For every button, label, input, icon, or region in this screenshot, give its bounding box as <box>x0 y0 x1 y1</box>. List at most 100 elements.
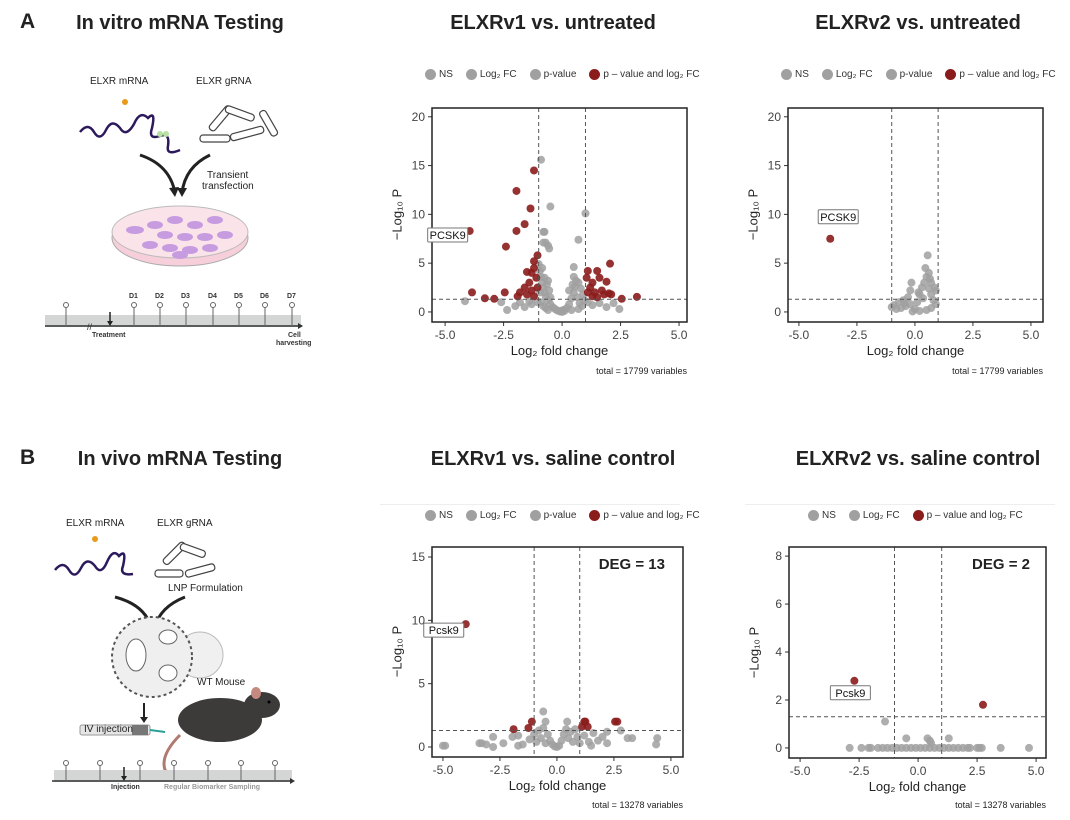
mouse-label: WT Mouse <box>197 677 246 688</box>
legend-dot-icon <box>425 510 436 521</box>
ns-point <box>653 734 662 743</box>
legend-dot-icon <box>465 510 477 521</box>
panel-a-title: In vitro mRNA Testing <box>76 12 284 34</box>
ns-point <box>541 717 550 726</box>
legend: NS Log₂ FC p-value p – value and log₂ FC <box>425 510 706 521</box>
ns-point <box>552 742 561 751</box>
day-label: D5 <box>234 293 243 300</box>
ns-point <box>977 743 986 752</box>
legend-dot-icon <box>821 69 833 80</box>
ns-point <box>628 734 637 743</box>
legend-dot-icon <box>465 69 477 80</box>
panel-letter-a: A <box>20 10 36 33</box>
plot-frame <box>788 546 1047 759</box>
divider <box>745 504 1055 505</box>
petri-dish-icon <box>111 205 249 267</box>
ns-point <box>616 726 625 735</box>
ns-point <box>575 299 584 308</box>
legend-item: p – value and log₂ FC <box>589 69 700 80</box>
ns-point <box>930 283 939 292</box>
ns-point <box>652 740 661 749</box>
legend-label: p – value and log₂ FC <box>959 69 1056 80</box>
x-tick-label: 5.0 <box>671 328 688 342</box>
day-label: D4 <box>208 293 217 300</box>
legend-item: NS <box>425 510 453 521</box>
treatment-label: Treatment <box>92 332 126 339</box>
x-tick-label: -5.0 <box>435 328 456 342</box>
ns-point <box>944 734 953 743</box>
legend: NS Log₂ FC p-value p – value and log₂ FC <box>781 69 1062 80</box>
ns-point <box>499 739 508 748</box>
legend-item: NS <box>808 510 836 521</box>
significant-point <box>490 294 499 303</box>
deg-annotation: DEG = 13 <box>598 556 665 573</box>
ns-point <box>580 731 589 740</box>
ns-point <box>881 717 890 726</box>
plot-frame <box>431 546 684 758</box>
legend-item: NS <box>425 69 453 80</box>
legend-item: p – value and log₂ FC <box>945 69 1056 80</box>
significant-point <box>595 273 604 282</box>
ns-point <box>539 723 548 732</box>
plot-frame <box>431 107 688 323</box>
lnp-icon <box>111 616 224 698</box>
y-tick-label: 20 <box>412 110 426 124</box>
significant-point <box>533 283 542 292</box>
x-tick-label: -2.5 <box>490 763 511 777</box>
divider <box>380 504 680 505</box>
legend-dot-icon <box>912 510 924 521</box>
sampling-label: Regular Biomarker Sampling <box>164 784 261 791</box>
in-vitro-illustration: // <box>45 99 303 332</box>
ns-point <box>514 731 523 740</box>
x-tick-label: 5.0 <box>1028 764 1045 778</box>
legend-item: Log₂ FC <box>821 69 873 80</box>
significant-point <box>530 264 538 273</box>
legend-dot-icon <box>425 69 436 80</box>
legend-label: NS <box>439 510 453 521</box>
ns-point <box>923 251 932 260</box>
ns-point <box>539 707 548 716</box>
legend-item: Log₂ FC <box>848 510 900 521</box>
significant-point <box>468 288 477 297</box>
y-tick-label: 15 <box>412 159 426 173</box>
ns-point <box>588 301 597 310</box>
ns-point <box>609 299 618 308</box>
significant-point <box>593 266 602 275</box>
y-tick-label: 4 <box>775 645 782 659</box>
ns-point <box>892 305 901 314</box>
y-tick-label: 0 <box>775 741 782 755</box>
ns-point <box>544 305 553 314</box>
y-tick-label: 5 <box>418 677 425 691</box>
significant-point <box>607 290 616 299</box>
significant-point <box>826 234 835 243</box>
panel-letter-b: B <box>20 446 36 469</box>
legend-label: Log₂ FC <box>862 510 900 521</box>
gene-label: PCSK9 <box>820 212 856 224</box>
x-tick-label: 0.0 <box>910 764 927 778</box>
legend-label: Log₂ FC <box>835 69 873 80</box>
ns-point <box>587 741 596 750</box>
grna-icon <box>154 541 216 578</box>
y-tick-label: 15 <box>412 550 426 564</box>
lnp-label: LNP Formulation <box>168 583 243 594</box>
gene-label: Pcsk9 <box>429 625 459 637</box>
transfection-label-2: transfection <box>202 181 254 192</box>
chart-title: ELXRv2 vs. saline control <box>795 448 1041 470</box>
y-tick-label: 6 <box>775 597 782 611</box>
mrna-label-b: ELXR mRNA <box>66 518 125 529</box>
significant-point <box>500 288 509 297</box>
legend-label: p-value <box>543 69 577 80</box>
y-tick-label: 0 <box>774 305 781 319</box>
ns-point <box>906 286 915 295</box>
deg-annotation: DEG = 2 <box>972 556 1030 573</box>
y-tick-label: 10 <box>412 613 426 627</box>
significant-point <box>526 204 535 213</box>
y-axis-label: −Log₁₀ P <box>746 626 762 678</box>
ns-point <box>926 274 935 283</box>
total-variables: total = 13278 variables <box>592 800 683 810</box>
legend-dot-icon <box>589 510 601 521</box>
legend-dot-icon <box>885 69 897 80</box>
gene-label-box <box>427 227 469 243</box>
ns-point <box>914 288 923 297</box>
x-tick-label: -5.0 <box>790 764 811 778</box>
